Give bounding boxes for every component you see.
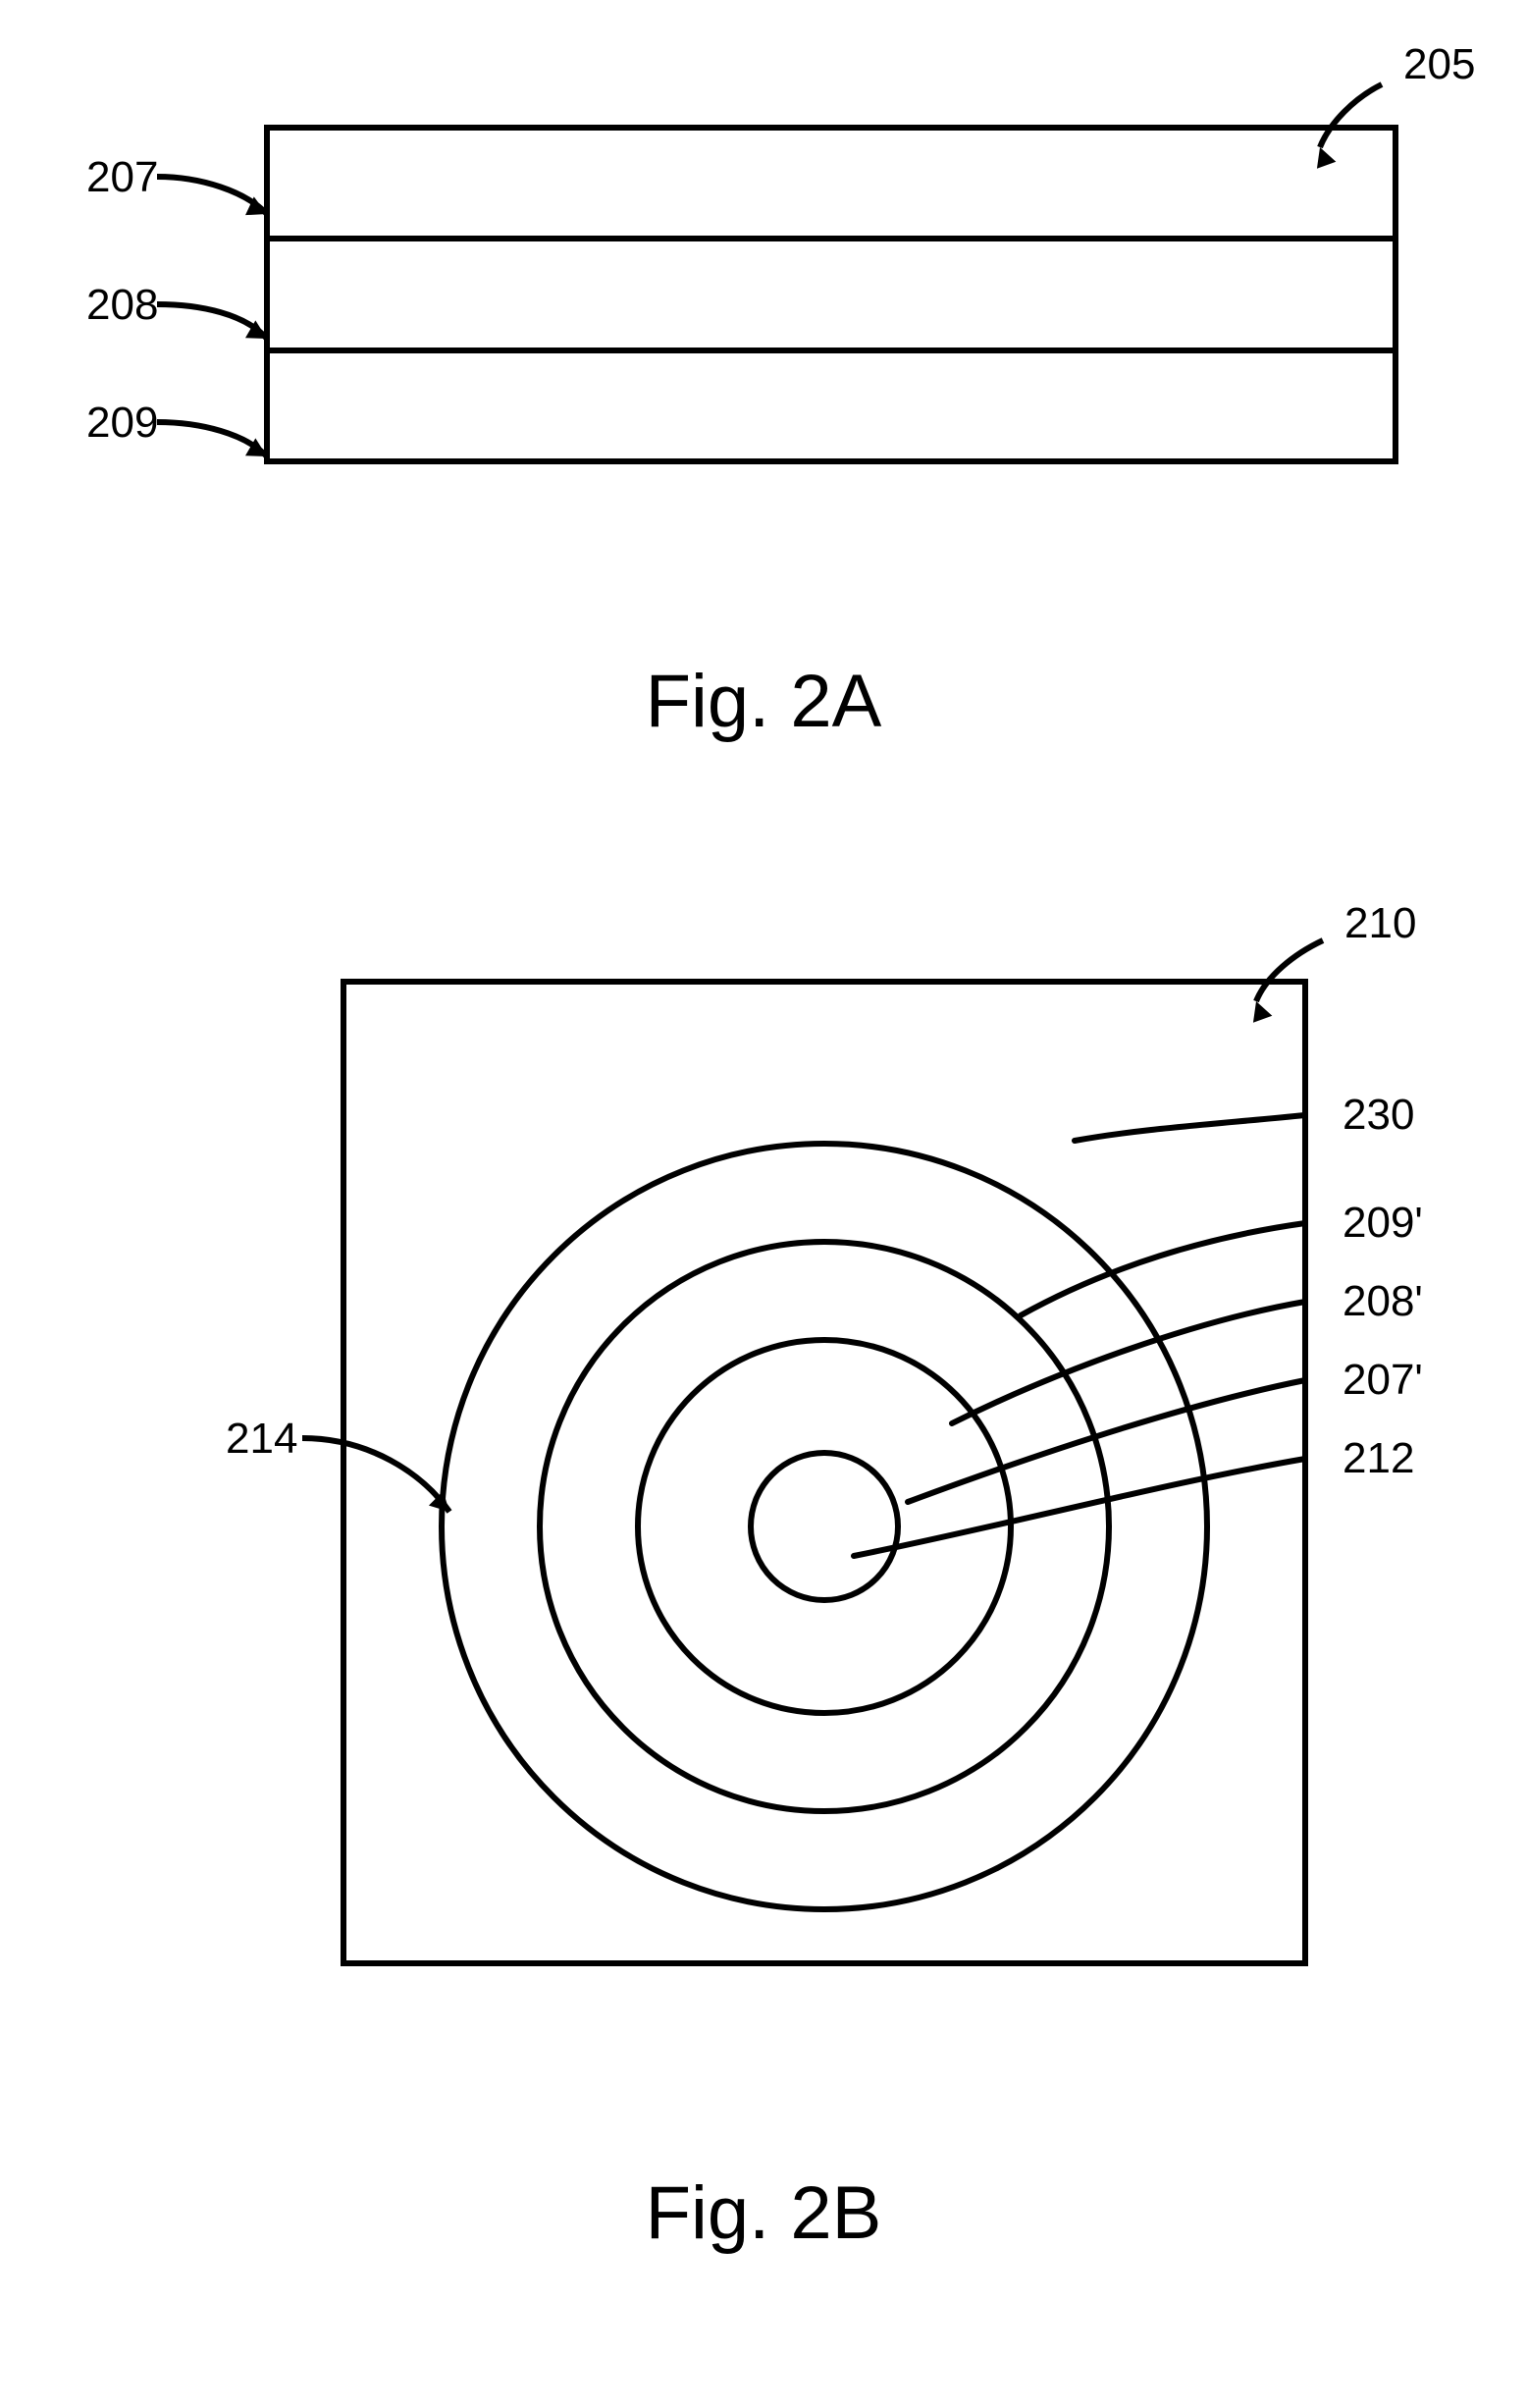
leader-210: [1256, 940, 1323, 1001]
arrowhead: [1317, 147, 1336, 169]
label-209: 209: [86, 399, 158, 447]
caption-fig2a: Fig. 2A: [646, 660, 882, 743]
circle-212: [751, 1453, 898, 1600]
circle-209p: [442, 1144, 1207, 1909]
leader-208': [952, 1302, 1305, 1423]
label-208': 208': [1343, 1277, 1423, 1325]
leader-209': [1021, 1223, 1305, 1315]
fig2a-outer-rect: [267, 128, 1395, 461]
circle-207p: [638, 1340, 1011, 1713]
label-230: 230: [1343, 1091, 1414, 1139]
label-210: 210: [1344, 899, 1416, 947]
leader-205: [1320, 84, 1382, 147]
leader-230: [1075, 1115, 1305, 1141]
label-212: 212: [1343, 1434, 1414, 1482]
label-207: 207: [86, 153, 158, 201]
caption-fig2b: Fig. 2B: [646, 2171, 882, 2255]
label-205: 205: [1403, 40, 1475, 88]
label-208: 208: [86, 281, 158, 329]
label-207': 207': [1343, 1356, 1423, 1404]
circle-208p: [540, 1242, 1109, 1811]
label-214: 214: [226, 1415, 297, 1463]
label-209': 209': [1343, 1199, 1423, 1247]
figure-sheet: 205 207 208 209 Fig. 2A 210 214 230 209' 208' 207'…: [0, 0, 1527, 2403]
arrowhead: [1253, 1001, 1272, 1023]
leader-214: [302, 1438, 449, 1512]
leader-212: [854, 1459, 1305, 1556]
